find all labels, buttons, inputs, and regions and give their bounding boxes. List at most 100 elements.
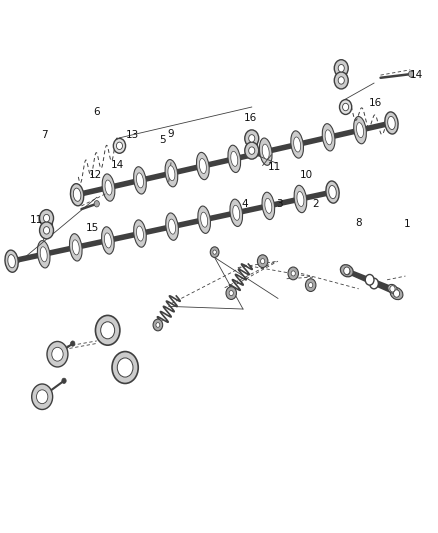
Ellipse shape [5, 250, 18, 272]
Circle shape [95, 316, 120, 345]
Circle shape [39, 222, 53, 239]
Circle shape [338, 64, 344, 72]
Ellipse shape [199, 158, 206, 174]
Ellipse shape [165, 159, 178, 187]
Circle shape [343, 103, 349, 111]
Ellipse shape [102, 227, 114, 254]
Ellipse shape [294, 185, 307, 213]
Circle shape [365, 274, 374, 285]
Ellipse shape [343, 267, 352, 276]
Circle shape [213, 250, 216, 254]
Circle shape [390, 286, 395, 292]
Ellipse shape [198, 206, 211, 233]
Ellipse shape [291, 131, 304, 158]
Ellipse shape [166, 213, 178, 240]
Ellipse shape [297, 191, 304, 206]
Ellipse shape [390, 287, 403, 300]
Ellipse shape [201, 212, 208, 227]
Ellipse shape [357, 123, 364, 138]
Ellipse shape [72, 240, 79, 255]
Ellipse shape [104, 233, 111, 248]
Circle shape [117, 142, 123, 150]
Circle shape [39, 209, 53, 227]
Ellipse shape [8, 255, 15, 268]
Ellipse shape [262, 192, 275, 220]
Circle shape [62, 378, 66, 383]
Ellipse shape [228, 145, 240, 173]
Circle shape [52, 348, 63, 361]
Text: 8: 8 [355, 218, 362, 228]
Ellipse shape [40, 247, 47, 262]
Circle shape [32, 384, 53, 409]
Circle shape [43, 227, 49, 234]
Text: 4: 4 [241, 199, 247, 209]
Circle shape [245, 130, 259, 147]
Ellipse shape [230, 199, 243, 227]
Circle shape [117, 358, 133, 377]
Ellipse shape [231, 151, 238, 166]
Circle shape [94, 200, 99, 207]
Ellipse shape [340, 265, 353, 277]
Ellipse shape [326, 181, 339, 203]
Circle shape [409, 71, 414, 77]
Ellipse shape [168, 166, 175, 181]
Text: 5: 5 [159, 135, 166, 145]
Ellipse shape [265, 198, 272, 213]
Circle shape [249, 147, 255, 155]
Circle shape [47, 342, 68, 367]
Circle shape [261, 259, 265, 264]
Circle shape [334, 72, 348, 89]
Circle shape [288, 267, 298, 280]
Text: 14: 14 [410, 70, 423, 80]
Ellipse shape [137, 173, 144, 188]
Ellipse shape [385, 112, 398, 134]
Ellipse shape [233, 205, 240, 220]
Ellipse shape [325, 130, 332, 145]
Text: 12: 12 [89, 170, 102, 180]
Circle shape [393, 290, 399, 297]
Circle shape [210, 247, 219, 257]
Ellipse shape [322, 124, 335, 151]
Circle shape [370, 278, 378, 289]
Circle shape [71, 341, 75, 346]
Circle shape [334, 60, 348, 77]
Circle shape [113, 139, 126, 154]
Circle shape [226, 287, 237, 300]
Circle shape [339, 100, 352, 115]
Ellipse shape [353, 117, 367, 144]
Circle shape [305, 279, 316, 292]
Ellipse shape [388, 285, 397, 293]
Ellipse shape [73, 188, 81, 201]
Text: 15: 15 [86, 223, 99, 233]
Text: 7: 7 [41, 130, 48, 140]
Circle shape [156, 322, 160, 327]
Ellipse shape [102, 174, 115, 201]
Ellipse shape [137, 226, 144, 241]
Ellipse shape [329, 185, 336, 199]
Text: 10: 10 [300, 170, 313, 180]
Text: 11: 11 [30, 215, 43, 225]
Circle shape [153, 319, 162, 331]
Ellipse shape [70, 233, 82, 261]
Ellipse shape [169, 219, 176, 234]
Circle shape [291, 271, 295, 276]
Circle shape [112, 352, 138, 383]
Text: 14: 14 [111, 160, 124, 171]
Circle shape [229, 290, 233, 296]
Circle shape [43, 214, 49, 222]
Text: 13: 13 [126, 130, 139, 140]
Circle shape [101, 322, 115, 339]
Circle shape [258, 255, 268, 268]
Circle shape [338, 77, 344, 84]
Text: 11: 11 [268, 161, 282, 172]
Ellipse shape [134, 220, 146, 247]
Ellipse shape [134, 167, 146, 194]
Text: 16: 16 [369, 98, 382, 108]
Circle shape [249, 135, 255, 142]
Text: 9: 9 [168, 128, 174, 139]
Circle shape [36, 390, 48, 403]
Ellipse shape [197, 152, 209, 180]
Text: 6: 6 [93, 107, 100, 117]
Circle shape [309, 282, 313, 288]
Text: 3: 3 [276, 199, 283, 209]
